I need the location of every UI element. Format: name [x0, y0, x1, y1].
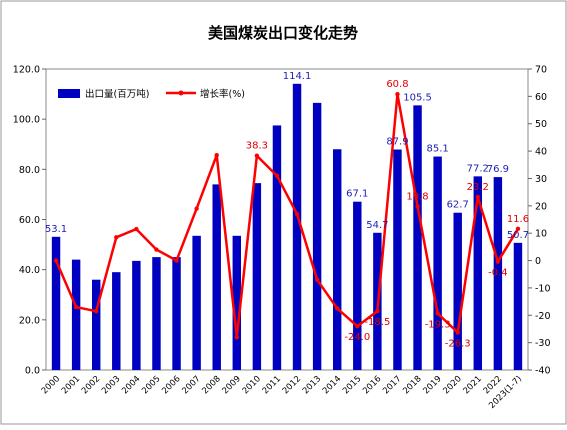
legend-bar-swatch: [58, 89, 80, 98]
bar: [272, 125, 282, 370]
line-point: [154, 247, 159, 252]
legend-bar-label: 出口量(百万吨): [85, 88, 149, 100]
bar-data-label: 76.9: [487, 164, 509, 175]
line-point: [53, 258, 59, 263]
line-point: [94, 308, 99, 314]
bar-data-label: 77.2: [467, 163, 489, 174]
bar: [172, 257, 181, 370]
y-left-tick-label: 60.0: [19, 215, 40, 226]
legend-line-marker: [178, 90, 184, 96]
line-data-label: -19.3: [425, 319, 451, 330]
y-right-tick-label: -10: [535, 283, 551, 294]
bar: [212, 184, 221, 370]
labels-layer: 53.1 114.1 67.1 54.7 87.9 105.5 85.1 62.7 77.276…: [45, 71, 529, 350]
y-left-tick-label: 100.0: [13, 115, 40, 126]
y-left-tick-label: 120.0: [13, 65, 40, 76]
line-point: [375, 308, 380, 314]
y-right-tick-label: 30: [535, 174, 547, 185]
line-data-label: 38.3: [246, 141, 268, 152]
bar: [252, 183, 262, 370]
line-data-label: 11.6: [507, 214, 529, 225]
line-data-label: 19.8: [406, 191, 428, 202]
bar: [71, 259, 81, 370]
line-point: [114, 235, 119, 240]
bar-data-label: 85.1: [426, 144, 448, 155]
bar-data-label: 114.1: [283, 71, 312, 82]
y-left-tick-label: 40.0: [19, 265, 40, 276]
line-point: [395, 91, 400, 97]
legend-line-label: 增长率(%): [200, 88, 245, 100]
y-right-tick-label: 0: [535, 256, 541, 267]
line-point: [314, 277, 320, 282]
bar: [493, 177, 503, 370]
bar: [393, 149, 402, 370]
bar: [292, 83, 302, 370]
line-point: [415, 204, 420, 209]
y-right-tick-label: -20: [535, 311, 551, 322]
line-data-label: 23.2: [467, 182, 489, 193]
y-right-tick-label: 40: [535, 147, 547, 158]
line-point: [134, 226, 139, 232]
line-data-label: 60.8: [386, 79, 408, 90]
line-point: [355, 324, 360, 329]
y-right-tick-label: -30: [535, 338, 551, 349]
bar: [51, 236, 61, 370]
bar-data-label: 67.1: [346, 189, 368, 200]
bar-data-label: 50.7: [507, 230, 529, 241]
bar: [332, 149, 342, 370]
bar-data-label: 62.7: [447, 200, 469, 211]
bar: [132, 260, 141, 370]
line-point: [194, 206, 199, 211]
bar: [353, 201, 362, 370]
bar: [112, 272, 121, 370]
bar-data-label: 53.1: [45, 224, 67, 235]
y-right-tick-label: 70: [535, 65, 547, 76]
bar: [152, 257, 161, 370]
line-point: [495, 259, 501, 264]
y-left-tick-label: 80.0: [19, 165, 40, 176]
line-point: [515, 226, 521, 232]
line-data-label: -18.5: [364, 317, 390, 328]
bar: [473, 176, 483, 370]
line-point: [475, 194, 480, 200]
bar: [413, 105, 422, 370]
bar-data-label: 54.7: [366, 220, 388, 231]
y-left-tick-label: 20.0: [19, 315, 40, 326]
y-right-tick-label: 20: [535, 201, 547, 212]
y-right-tick-label: 10: [535, 229, 547, 240]
growth-rate-line: [54, 92, 520, 339]
legend: 出口量(百万吨) 增长率(%): [58, 88, 245, 100]
line-point: [73, 304, 79, 310]
line-data-label: -0.4: [488, 268, 508, 279]
bar: [91, 279, 101, 370]
line-point: [294, 211, 300, 217]
bar-data-label: 87.9: [386, 137, 408, 148]
y-right-tick-label: 60: [535, 92, 547, 103]
line-point: [274, 173, 280, 178]
line-data-label: -24.0: [344, 332, 370, 343]
bar: [312, 102, 322, 371]
line-point: [174, 258, 179, 263]
line-data-label: -26.3: [445, 339, 471, 350]
bar: [433, 156, 442, 370]
bar-data-label: 105.5: [403, 92, 432, 103]
axes-layer: 0.0 20.0 40.0 60.0 80.0 100.0 120.0 -40 -30 -20 -1…: [13, 65, 551, 411]
chart-title: 美国煤炭出口变化走势: [208, 24, 358, 42]
line-point: [214, 152, 219, 158]
bar: [192, 235, 201, 370]
y-right-tick-label: 50: [535, 119, 547, 130]
bar: [453, 212, 462, 370]
y-right-tick-label: -40: [535, 366, 551, 377]
line-point: [254, 153, 260, 158]
bar: [232, 235, 242, 370]
line-point: [335, 306, 340, 311]
line-point: [234, 334, 239, 340]
bar: [513, 242, 523, 370]
line-point: [455, 330, 460, 335]
y-left-tick-label: 0.0: [25, 366, 40, 377]
line-point: [435, 311, 440, 316]
line-layer: [53, 91, 521, 340]
